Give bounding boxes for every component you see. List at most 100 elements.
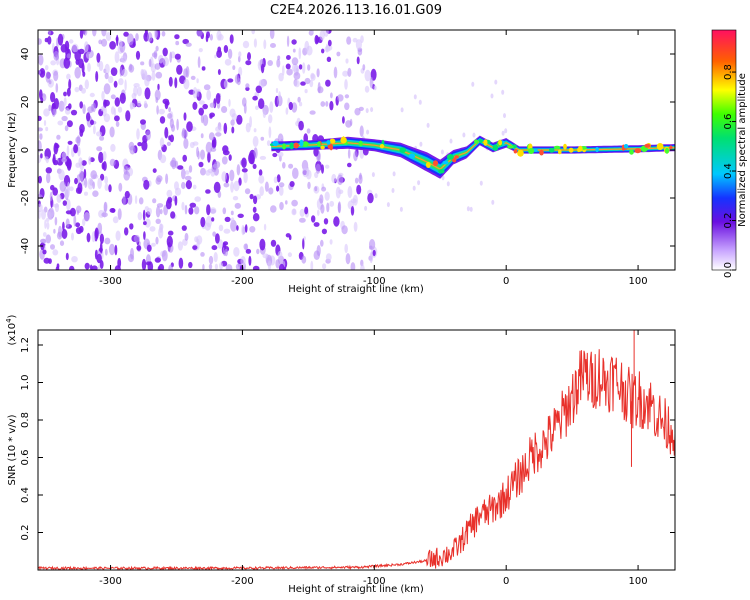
spectrogram-noise-cell [248, 152, 255, 165]
spectrogram-noise-cell [157, 83, 160, 91]
spectrogram-faint-cell [366, 129, 370, 135]
spectrogram-noise-cell [329, 239, 333, 245]
spectrogram-noise-cell [211, 245, 218, 251]
spectrogram-noise-cell [114, 97, 121, 107]
spectrogram-noise-cell [62, 221, 65, 232]
spectrogram-noise-cell [202, 264, 205, 270]
spectrogram-noise-cell [169, 134, 174, 143]
snr-scale-note-close: ) [7, 314, 18, 318]
spectrogram-faint-cell [365, 108, 369, 114]
spectrogram-noise-cell [183, 138, 189, 149]
spectrogram-peak-cell [399, 147, 407, 154]
spectrogram-noise-cell [301, 255, 307, 264]
spectrogram-noise-cell [245, 122, 251, 133]
spectrogram-noise-cell [92, 181, 95, 190]
spectrogram-noise-cell [128, 64, 135, 73]
colorbar-tick-label: 0.6 [723, 114, 734, 130]
spectrogram-noise-cell [124, 79, 127, 91]
spectrogram-faint-cell [479, 180, 483, 186]
spectrogram-noise-cell [306, 128, 311, 134]
spectrogram-noise-cell [309, 79, 314, 88]
spectrogram-noise-cell [109, 41, 116, 50]
spectrogram-noise-cell [59, 181, 67, 192]
spectrogram-peak-cell [595, 146, 599, 153]
spectrogram-noise-cell [244, 188, 251, 195]
spectrogram-noise-cell [346, 36, 352, 45]
spectrogram-noise-cell [103, 201, 108, 213]
spectrogram-noise-cell [347, 186, 353, 198]
spectrogram-noise-cell [326, 56, 332, 62]
spectrogram-noise-cell [350, 262, 356, 270]
spectrogram-noise-cell [208, 263, 213, 270]
spectrogram-noise-cell [149, 226, 156, 232]
spectrogram-noise-cell [245, 83, 250, 89]
spectrogram-noise-cell [285, 200, 288, 205]
spectrogram-noise-cell [104, 63, 110, 75]
spectrogram-noise-cell [118, 78, 124, 86]
spectrogram-noise-cell [221, 156, 228, 165]
spec-xtick-label: -200 [231, 276, 254, 287]
spec-ytick-label: 20 [20, 96, 31, 109]
spectrogram-noise-cell [309, 30, 314, 33]
spectrogram-peak-cell [558, 149, 562, 155]
spectrogram-noise-cell [124, 227, 129, 236]
spectrogram-noise-cell [325, 79, 331, 87]
spectrogram-noise-cell [258, 98, 265, 110]
spectrogram-noise-cell [344, 79, 348, 90]
spectrogram-noise-cell [135, 50, 141, 60]
spectrogram-noise-cell [269, 101, 274, 113]
spectrogram-noise-cell [169, 160, 177, 168]
spectrogram-noise-cell [229, 34, 234, 44]
snr-ytick-label: 0.4 [20, 487, 31, 503]
spectrogram-faint-cell [399, 206, 403, 212]
spectrogram-noise-cell [231, 113, 238, 121]
spectrogram-noise-cell [146, 244, 152, 252]
spectrogram-noise-cell [234, 74, 240, 84]
spectrogram-noise-cell [331, 173, 337, 184]
spectrogram-noise-cell [291, 208, 297, 216]
spectrogram-noise-cell [238, 51, 242, 58]
spectrogram-noise-cell [43, 120, 47, 126]
spectrogram-noise-cell [129, 101, 134, 110]
spectrogram-noise-cell [46, 172, 51, 184]
spectrogram-noise-cell [45, 71, 51, 83]
spectrogram-noise-cell [83, 30, 88, 36]
snr-marks [38, 330, 675, 570]
spectrogram-noise-cell [253, 147, 258, 159]
spectrogram-noise-cell [54, 216, 58, 226]
spectrogram-noise-cell [323, 218, 329, 225]
spectrogram-noise-cell [152, 198, 157, 204]
spectrogram-noise-cell [61, 115, 68, 122]
spectrogram-noise-cell [185, 180, 192, 190]
snr-x-label: Height of straight line (km) [288, 584, 424, 595]
spectrogram-noise-cell [135, 33, 139, 42]
spectrogram-noise-cell [44, 219, 47, 229]
spectrogram-noise-cell [333, 216, 340, 227]
spectrogram-peak-cell [507, 145, 514, 149]
spectrogram-noise-cell [212, 231, 217, 237]
spectrogram-noise-cell [204, 222, 211, 231]
spectrogram-faint-cell [364, 205, 368, 211]
spectrogram-peak-cell [317, 141, 321, 147]
spectrogram-noise-cell [205, 170, 211, 176]
spectrogram-noise-cell [253, 38, 257, 48]
colorbar-ticks: 0.0 0.2 0.4 0.6 0.8 [723, 64, 736, 278]
spectrogram-faint-cell [494, 79, 498, 85]
spectrogram-noise-cell [359, 172, 362, 180]
spectrogram-noise-cell [104, 176, 109, 185]
spectrogram-band-layer-2 [271, 138, 675, 174]
spectrogram-noise-cell [157, 266, 161, 270]
spectrogram-noise-cell [215, 93, 221, 104]
spectrogram-noise-cell [162, 57, 169, 67]
spectrogram-noise-cell [291, 39, 297, 45]
spectrogram-y-ticks: -40 -20 0 20 40 [20, 48, 675, 254]
spectrogram-noise-cell [202, 103, 208, 110]
spectrogram-noise-cell [143, 231, 146, 240]
spectrogram-noise-cell [73, 214, 77, 227]
spectrogram-noise-cell [317, 82, 321, 94]
spectrogram-noise-cell [114, 51, 120, 64]
spectrogram-noise-cell [63, 57, 71, 69]
snr-scale-note: (x104) [5, 314, 18, 345]
snr-xtick-label: 0 [503, 576, 509, 587]
